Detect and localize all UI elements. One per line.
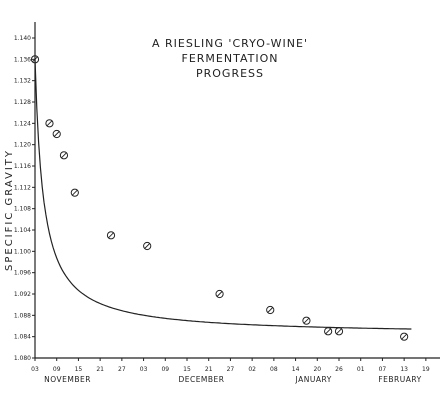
x-tick-label: 15: [75, 366, 83, 373]
y-ticks: 1.140 1.136 1.132 1.128 1.124 1.120 1.116 1.112…: [14, 35, 35, 362]
data-point: [334, 327, 344, 336]
x-ticks: 03 09 15 21 27 03 09 15 21 27 02 08 14 20 26 01 07 13 19: [31, 358, 430, 373]
month-label: JANUARY: [295, 375, 332, 384]
x-tick-label: 03: [140, 366, 148, 373]
chart-title-line: PROGRESS: [196, 67, 264, 80]
y-tick-label: 1.080: [14, 355, 31, 362]
y-tick-label: 1.104: [14, 227, 31, 234]
trend-curve: [34, 59, 412, 330]
data-point: [266, 305, 275, 315]
data-point-hatch: [53, 131, 60, 137]
data-point: [215, 289, 224, 299]
y-tick-label: 1.108: [14, 206, 31, 213]
month-labels: NOVEMBER DECEMBER JANUARY FEBRUARY: [44, 375, 421, 384]
data-point-hatch: [61, 152, 67, 159]
fitted-curve: [34, 59, 412, 330]
data-point: [30, 55, 40, 64]
x-tick-label: 26: [335, 366, 343, 373]
data-point-hatch: [267, 307, 274, 313]
y-tick-label: 1.140: [14, 35, 31, 42]
x-tick-label: 14: [292, 366, 300, 373]
x-tick-label: 01: [357, 366, 365, 373]
x-tick-label: 07: [379, 366, 387, 373]
data-point-hatch: [336, 328, 342, 335]
data-point-hatch: [216, 291, 223, 297]
data-point: [70, 188, 79, 197]
x-tick-label: 21: [96, 366, 104, 373]
data-point-marker: [215, 289, 224, 299]
chart-title-line: FERMENTATION: [182, 52, 279, 65]
data-point-marker: [30, 55, 40, 64]
data-point-marker: [400, 332, 409, 341]
month-label: NOVEMBER: [44, 375, 91, 384]
month-label: FEBRUARY: [378, 375, 421, 384]
x-tick-label: 19: [422, 366, 430, 373]
data-point: [59, 151, 69, 160]
x-tick-label: 21: [205, 366, 213, 373]
y-tick-label: 1.116: [14, 163, 31, 170]
data-point-hatch: [303, 317, 310, 324]
x-tick-label: 09: [53, 366, 61, 373]
data-point: [143, 241, 152, 251]
y-tick-label: 1.100: [14, 248, 31, 255]
month-label: DECEMBER: [178, 375, 224, 384]
y-axis-label: SPECIFIC GRAVITY: [4, 149, 15, 271]
data-point: [400, 332, 409, 341]
y-tick-label: 1.084: [14, 334, 31, 341]
data-point: [45, 119, 54, 128]
data-point-marker: [266, 305, 275, 315]
chart-title: A RIESLING 'CRYO-WINE' FERMENTATION PROGRE…: [152, 37, 308, 80]
y-tick-label: 1.128: [14, 99, 31, 106]
data-point-hatch: [401, 333, 407, 340]
data-point-marker: [143, 241, 152, 251]
data-point-hatch: [46, 120, 53, 127]
data-point-hatch: [108, 232, 114, 239]
data-point-marker: [302, 316, 311, 325]
data-point: [52, 129, 61, 139]
chart-title-line: A RIESLING 'CRYO-WINE': [152, 37, 308, 50]
y-tick-label: 1.096: [14, 270, 31, 277]
data-point: [302, 316, 311, 325]
data-point-marker: [106, 231, 116, 240]
data-point-marker: [52, 129, 61, 139]
data-points: [30, 55, 409, 341]
axes: [34, 22, 440, 359]
y-tick-label: 1.112: [14, 184, 31, 191]
x-tick-label: 02: [248, 366, 256, 373]
data-point-marker: [45, 119, 54, 128]
x-tick-label: 08: [270, 366, 278, 373]
y-tick-label: 1.088: [14, 312, 31, 319]
data-point: [106, 231, 116, 240]
x-tick-label: 27: [118, 366, 126, 373]
data-point-hatch: [144, 243, 151, 249]
data-point-marker: [324, 327, 333, 336]
y-tick-label: 1.132: [14, 78, 31, 85]
y-tick-label: 1.092: [14, 291, 31, 298]
data-point-marker: [70, 188, 79, 197]
data-point-marker: [59, 151, 69, 160]
x-tick-label: 03: [31, 366, 39, 373]
data-point-hatch: [71, 189, 78, 196]
y-tick-label: 1.124: [14, 120, 31, 127]
y-tick-label: 1.120: [14, 142, 31, 149]
data-point-hatch: [32, 56, 38, 63]
x-tick-label: 27: [227, 366, 235, 373]
x-tick-label: 15: [183, 366, 191, 373]
x-tick-label: 09: [161, 366, 169, 373]
data-point-hatch: [325, 328, 331, 335]
data-point: [324, 327, 333, 336]
data-point-marker: [334, 327, 344, 336]
x-tick-label: 13: [400, 366, 408, 373]
y-tick-label: 1.136: [14, 56, 31, 63]
x-tick-label: 20: [313, 366, 321, 373]
